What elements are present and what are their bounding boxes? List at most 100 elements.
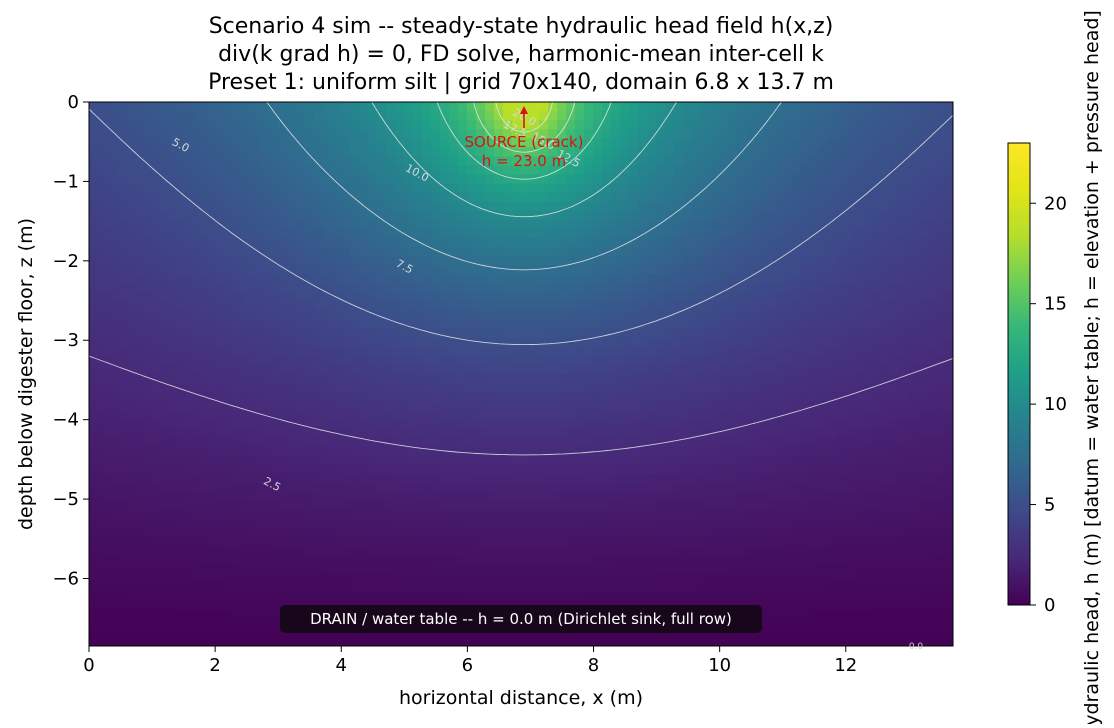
heatmap-cell [296, 165, 306, 176]
heatmap-cell [710, 392, 720, 402]
heatmap-cell [125, 636, 135, 646]
heatmap-cell [116, 446, 126, 457]
heatmap-cell [503, 500, 513, 511]
heatmap-cell [476, 346, 486, 357]
heatmap-cell [593, 473, 603, 484]
heatmap-cell [476, 482, 486, 493]
heatmap-cell [179, 555, 189, 565]
heatmap-cell [395, 102, 405, 112]
heatmap-cell [512, 183, 522, 194]
heatmap-cell [404, 519, 414, 529]
heatmap-cell [728, 364, 738, 375]
heatmap-cell [692, 111, 702, 121]
heatmap-cell [539, 319, 549, 330]
heatmap-cell [683, 328, 693, 339]
heatmap-cell [242, 274, 252, 284]
heatmap-cell [647, 401, 657, 411]
heatmap-cell [458, 247, 468, 257]
heatmap-cell [602, 446, 612, 457]
heatmap-cell [143, 364, 153, 375]
heatmap-cell [170, 600, 180, 611]
heatmap-cell [557, 256, 567, 266]
heatmap-cell [152, 183, 162, 194]
heatmap-cell [800, 210, 810, 221]
heatmap-cell [782, 355, 792, 366]
heatmap-cell [278, 582, 288, 593]
heatmap-cell [647, 274, 657, 284]
heatmap-cell [431, 292, 441, 303]
heatmap-cell [431, 238, 441, 248]
heatmap-cell [323, 519, 333, 529]
heatmap-cell [728, 238, 738, 248]
heatmap-cell [134, 337, 144, 348]
heatmap-cell [782, 292, 792, 303]
heatmap-cell [557, 310, 567, 321]
heatmap-cell [503, 274, 513, 284]
heatmap-cell [602, 102, 612, 112]
heatmap-cell [224, 247, 234, 257]
heatmap-cell [566, 636, 576, 646]
heatmap-cell [692, 392, 702, 402]
heatmap-cell [647, 392, 657, 402]
heatmap-cell [620, 564, 630, 575]
heatmap-cell [800, 446, 810, 457]
heatmap-cell [539, 111, 549, 121]
heatmap-cell [350, 292, 360, 303]
heatmap-cell [476, 174, 486, 185]
heatmap-cell [746, 355, 756, 366]
heatmap-cell [476, 510, 486, 520]
heatmap-cell [215, 482, 225, 493]
heatmap-cell [233, 374, 243, 384]
heatmap-cell [764, 473, 774, 484]
heatmap-cell [530, 274, 540, 284]
heatmap-cell [341, 201, 351, 212]
heatmap-cell [773, 301, 783, 312]
heatmap-cell [458, 337, 468, 348]
heatmap-cell [152, 464, 162, 475]
heatmap-cell [305, 482, 315, 493]
heatmap-cell [503, 546, 513, 556]
heatmap-cell [206, 102, 216, 112]
heatmap-cell [458, 192, 468, 203]
heatmap-cell [107, 446, 117, 457]
heatmap-cell [557, 265, 567, 275]
heatmap-cell [242, 192, 252, 203]
heatmap-cell [629, 564, 639, 575]
heatmap-cell [134, 346, 144, 357]
heatmap-cell [215, 428, 225, 439]
heatmap-cell [548, 491, 558, 502]
heatmap-cell [449, 491, 459, 502]
heatmap-cell [197, 219, 207, 230]
heatmap-cell [161, 346, 171, 357]
heatmap-cell [665, 147, 675, 157]
heatmap-cell [755, 283, 765, 293]
heatmap-cell [683, 519, 693, 529]
heatmap-cell [638, 238, 648, 248]
heatmap-cell [188, 228, 198, 239]
heatmap-cell [179, 156, 189, 167]
heatmap-cell [674, 428, 684, 439]
heatmap-cell [323, 228, 333, 239]
heatmap-cell [242, 174, 252, 185]
heatmap-cell [539, 428, 549, 439]
heatmap-cell [260, 292, 270, 303]
heatmap-cell [512, 238, 522, 248]
heatmap-cell [638, 301, 648, 312]
heatmap-cell [269, 219, 279, 230]
heatmap-cell [188, 310, 198, 321]
heatmap-cell [737, 274, 747, 284]
heatmap-cell [656, 546, 666, 556]
heatmap-cell [575, 455, 585, 466]
heatmap-cell [674, 410, 684, 420]
heatmap-cell [188, 210, 198, 221]
heatmap-cell [611, 537, 621, 547]
heatmap-cell [503, 265, 513, 275]
heatmap-cell [665, 546, 675, 556]
heatmap-cell [476, 355, 486, 366]
heatmap-cell [170, 364, 180, 375]
heatmap-cell [287, 192, 297, 203]
heatmap-cell [620, 636, 630, 646]
heatmap-cell [404, 591, 414, 602]
heatmap-cell [98, 165, 108, 176]
heatmap-cell [296, 120, 306, 130]
